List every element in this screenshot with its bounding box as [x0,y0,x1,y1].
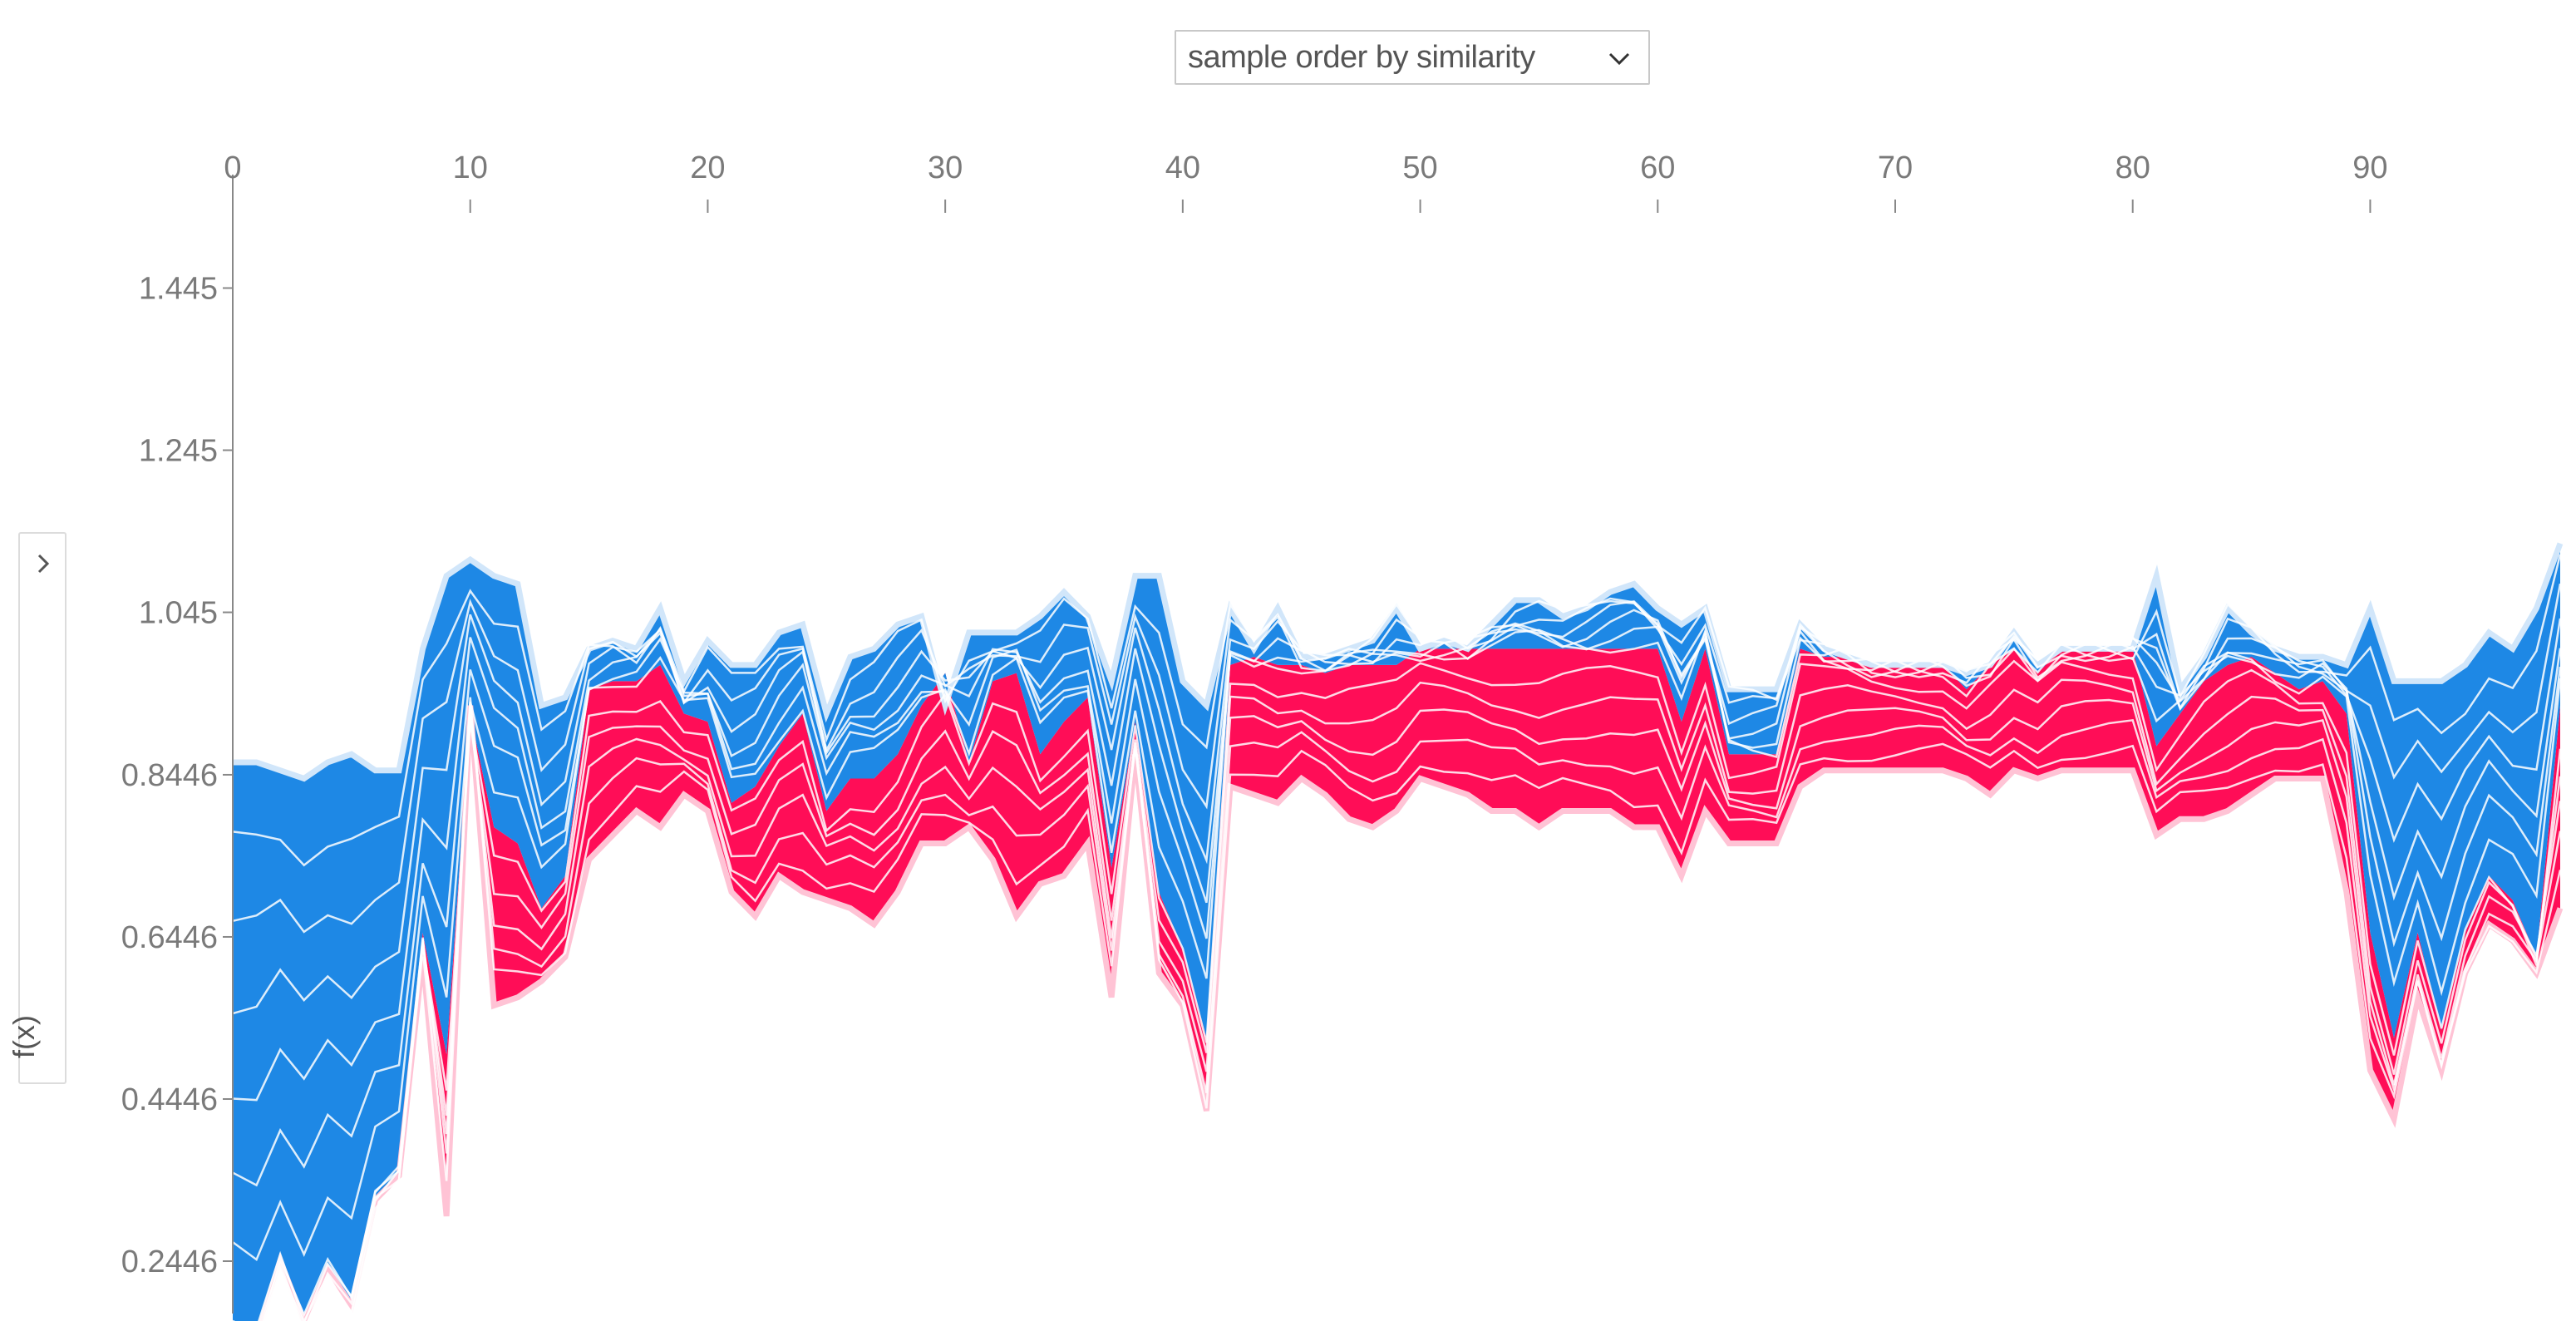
y-tick-label: 0.4446 [121,1082,218,1117]
sample-order-select-label: sample order by similarity [1188,40,1535,75]
positive-band [261,648,2560,1321]
y-tick-label: 0.8446 [121,758,218,793]
x-tick-label: 0 [224,150,241,185]
positive-band-outline [259,705,2564,1321]
positive-feature-separator [233,697,2562,1321]
x-tick-label: 90 [2352,150,2387,185]
y-tick-label: 1.245 [139,434,218,469]
negative-feature-separator [232,600,2562,1015]
positive-feature-separator [262,698,2562,1321]
y-tick-label: 1.045 [139,596,218,631]
x-tick-label: 60 [1640,150,1675,185]
negative-feature-separator [232,622,2562,1187]
negative-feature-separator [232,554,2562,867]
x-tick-label: 10 [453,150,488,185]
x-tick-label: 50 [1402,150,1437,185]
negative-band [233,543,2560,1321]
chevron-down-icon [1608,52,1630,66]
x-tick-label: 70 [1878,150,1913,185]
positive-feature-separator [232,703,2562,1321]
negative-band-outline [233,542,2564,782]
x-tick-label: 20 [690,150,725,185]
feature-panel-toggle[interactable] [18,532,66,1084]
y-tick-label: 1.445 [139,272,218,307]
x-tick-label: 40 [1165,150,1200,185]
chart-axes: 1.445 1.245 1.045 0.8446 0.6446 0.4446 0.2446 0… [121,150,2388,1314]
positive-feature-separator [261,659,2562,1321]
negative-feature-separator [232,627,2562,1262]
x-tick-label: 80 [2115,150,2150,185]
y-tick-label: 0.6446 [121,920,218,955]
y-tick-label: 0.2446 [121,1245,218,1279]
stacked-areas [232,542,2564,1321]
positive-feature-separator [263,678,2562,1321]
chevron-right-icon [37,554,50,574]
negative-feature-separator [232,583,2562,934]
sample-order-select[interactable]: sample order by similarity [1175,30,1650,85]
x-tick-label: 30 [928,150,963,185]
